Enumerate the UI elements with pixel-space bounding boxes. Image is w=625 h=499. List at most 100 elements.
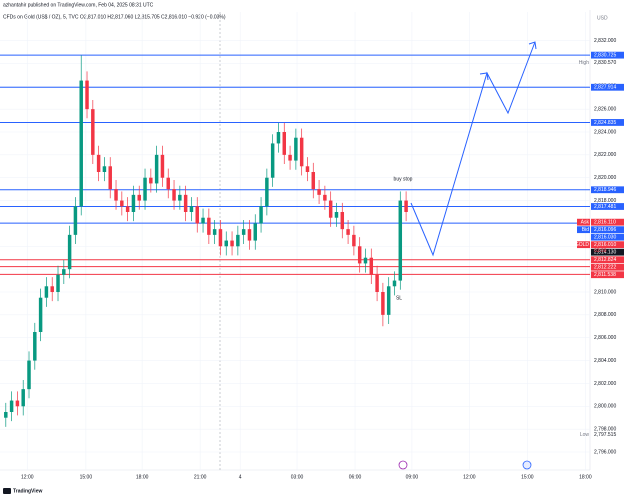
candle-body xyxy=(96,154,101,172)
candle-body xyxy=(85,80,89,110)
x-tick-label: 18:00 xyxy=(136,474,149,480)
candle-body xyxy=(381,292,385,315)
price-tag xyxy=(591,51,624,59)
candle-body xyxy=(15,400,20,407)
annotation: buy stop xyxy=(394,176,413,182)
symbol-line: CFDs on Gold (US$ / OZ), 5, TVC O2,817.0… xyxy=(3,14,226,20)
candle-body xyxy=(236,234,240,247)
price-tag xyxy=(591,248,624,256)
candle-body xyxy=(317,189,321,195)
price-tag-label: 2,812.824 xyxy=(594,257,616,263)
levels xyxy=(0,54,590,275)
price-tag xyxy=(591,226,624,234)
currency: USD xyxy=(597,15,608,21)
price-tag-label: 2,817.481 xyxy=(594,204,616,210)
price-tag-name-box xyxy=(577,218,590,226)
price-tag-name: GOLD xyxy=(575,242,590,248)
candle-body xyxy=(154,154,159,184)
candle-body xyxy=(294,137,298,161)
price-tag-name: Low xyxy=(580,432,590,438)
price-tag-name-box xyxy=(577,226,590,234)
candle-body xyxy=(102,166,107,172)
annotation: SL xyxy=(396,295,402,301)
event-icon[interactable] xyxy=(522,460,532,470)
candle-body xyxy=(73,206,78,235)
y-tick-label: 2,820.000 xyxy=(594,175,616,181)
candle-body xyxy=(143,177,147,201)
y-tick-label: 2,804.000 xyxy=(594,358,616,364)
countdown: 03:09 xyxy=(594,248,607,254)
price-tag xyxy=(591,119,624,126)
candle-body xyxy=(386,286,391,315)
x-tick-label: 15:00 xyxy=(521,474,534,480)
y-tick-label: 2,824.000 xyxy=(594,129,616,135)
y-tick-label: 2,796.000 xyxy=(594,449,616,455)
axis-labels: 2,796.000 2,798.000 2,800.000 2,802.000 2,80… xyxy=(21,38,624,480)
price-tag-label: 2,816.010 xyxy=(594,242,616,248)
price-tag-label: 2,816.110 xyxy=(594,219,616,225)
arrow-head xyxy=(528,41,537,50)
price-tag xyxy=(591,263,624,271)
candle-body xyxy=(230,240,234,247)
candle-body xyxy=(160,154,165,178)
candle-body xyxy=(207,217,211,235)
candle-body xyxy=(346,229,350,235)
header: azhantahir published on TradingView.com,… xyxy=(3,2,154,8)
x-tick-label: 03:00 xyxy=(291,474,304,480)
candle-body xyxy=(375,274,379,292)
candle-body xyxy=(125,206,130,212)
candle-body xyxy=(178,194,182,201)
candle-body xyxy=(4,412,8,418)
candle-body xyxy=(323,194,327,201)
candle-body xyxy=(305,166,310,172)
y-tick-label: 2,818.000 xyxy=(594,198,616,204)
price-tag-label: 2,830.570 xyxy=(594,60,616,66)
candle-body xyxy=(149,177,153,184)
x-tick-label: 06:00 xyxy=(349,474,362,480)
y-tick-label: 2,832.000 xyxy=(594,38,616,44)
candle-body xyxy=(114,189,118,201)
x-tick-label: 12:00 xyxy=(21,474,34,480)
candles xyxy=(4,55,408,427)
y-tick-label: 2,826.000 xyxy=(594,106,616,112)
price-tag-label: 2,824.835 xyxy=(594,120,616,126)
candle-body xyxy=(404,200,408,212)
price-tag-label: 2,812.222 xyxy=(594,265,616,271)
candle-body xyxy=(340,212,345,230)
price-tag-label: 2,827.914 xyxy=(594,85,616,91)
price-tag xyxy=(591,241,624,249)
price-tag-name: Bid xyxy=(582,227,589,233)
candle-body xyxy=(91,109,95,155)
candle-body xyxy=(62,269,66,275)
candle-body xyxy=(265,177,269,207)
candle-body xyxy=(212,229,217,235)
candle-body xyxy=(299,137,304,167)
candle-body xyxy=(282,132,287,155)
price-tag-label: 2,814.130 xyxy=(594,249,616,255)
x-tick-label: 15:00 xyxy=(80,474,93,480)
candle-body xyxy=(172,189,176,201)
y-tick-label: 2,808.000 xyxy=(594,312,616,318)
candle-body xyxy=(224,240,228,247)
price-tag-name-box xyxy=(577,241,590,249)
price-tag xyxy=(591,203,624,210)
candle-body xyxy=(50,286,54,292)
arrow-head xyxy=(479,72,489,81)
candle-body xyxy=(247,229,252,241)
price-tag-label: 2,797.515 xyxy=(594,432,616,438)
candle-body xyxy=(253,223,258,241)
candle-body xyxy=(189,206,194,212)
candle-body xyxy=(195,206,199,224)
price-tag-label: 2,811.538 xyxy=(594,272,616,278)
candle-body xyxy=(218,229,223,247)
candle-body xyxy=(369,257,374,275)
x-tick-label: 12:00 xyxy=(463,474,476,480)
candle-body xyxy=(311,172,316,190)
candle-body xyxy=(398,200,403,281)
price-tag-name: Ask xyxy=(581,219,590,225)
price-tag-name: High xyxy=(579,60,590,66)
event-icon[interactable] xyxy=(398,460,408,470)
candle-body xyxy=(201,217,205,224)
